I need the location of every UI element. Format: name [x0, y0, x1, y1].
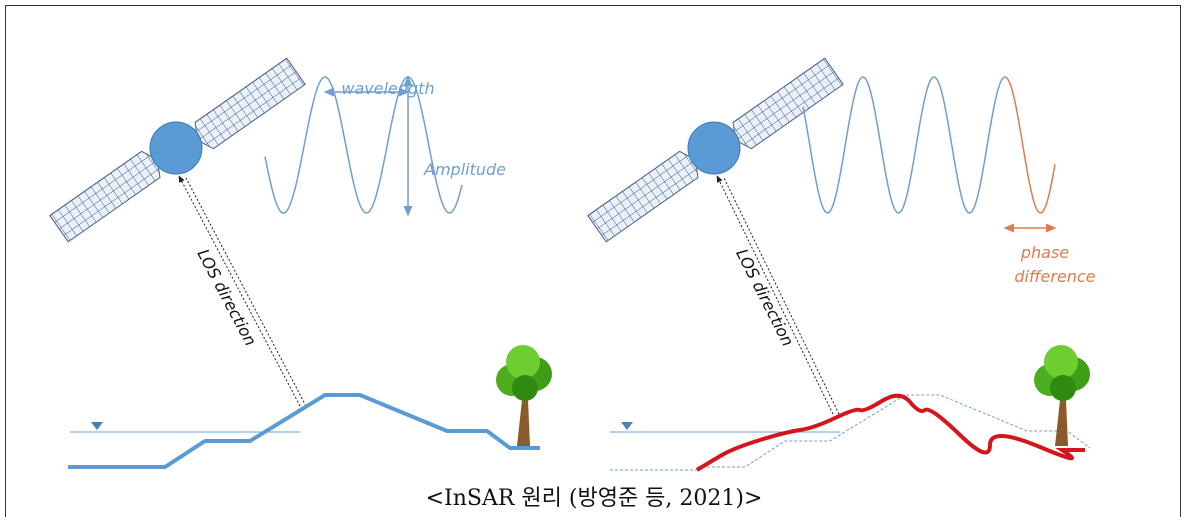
original-ground [697, 395, 1090, 467]
solar-panel [588, 147, 705, 242]
wavelength-label: wavelength [341, 79, 434, 98]
tree [1034, 345, 1090, 446]
tree [496, 345, 552, 446]
ground-profile [68, 395, 540, 467]
los-label: LOS direction [193, 246, 260, 349]
right-panel: phase difference LOS direction [588, 58, 1096, 470]
los-line [186, 178, 306, 406]
diagram: wavelength Amplitude LOS direction phase… [0, 0, 1186, 517]
water-marker [621, 422, 633, 430]
solar-panel [50, 147, 167, 242]
los-line [724, 178, 839, 414]
deformed-ground [697, 396, 1085, 470]
phase-label: difference [1014, 267, 1095, 286]
frame [6, 6, 1181, 517]
amplitude-label: Amplitude [423, 160, 506, 179]
solar-panel [726, 58, 843, 153]
solar-panel [188, 58, 305, 153]
satellite [688, 122, 740, 174]
wave-shift [1005, 77, 1055, 213]
phase-label: phase [1020, 243, 1069, 262]
wave [803, 77, 1005, 213]
caption: <InSAR 원리 (방영준 등, 2021)> [426, 486, 763, 511]
left-panel: wavelength Amplitude LOS direction [50, 58, 552, 467]
water-marker [91, 422, 103, 430]
satellite [150, 122, 202, 174]
